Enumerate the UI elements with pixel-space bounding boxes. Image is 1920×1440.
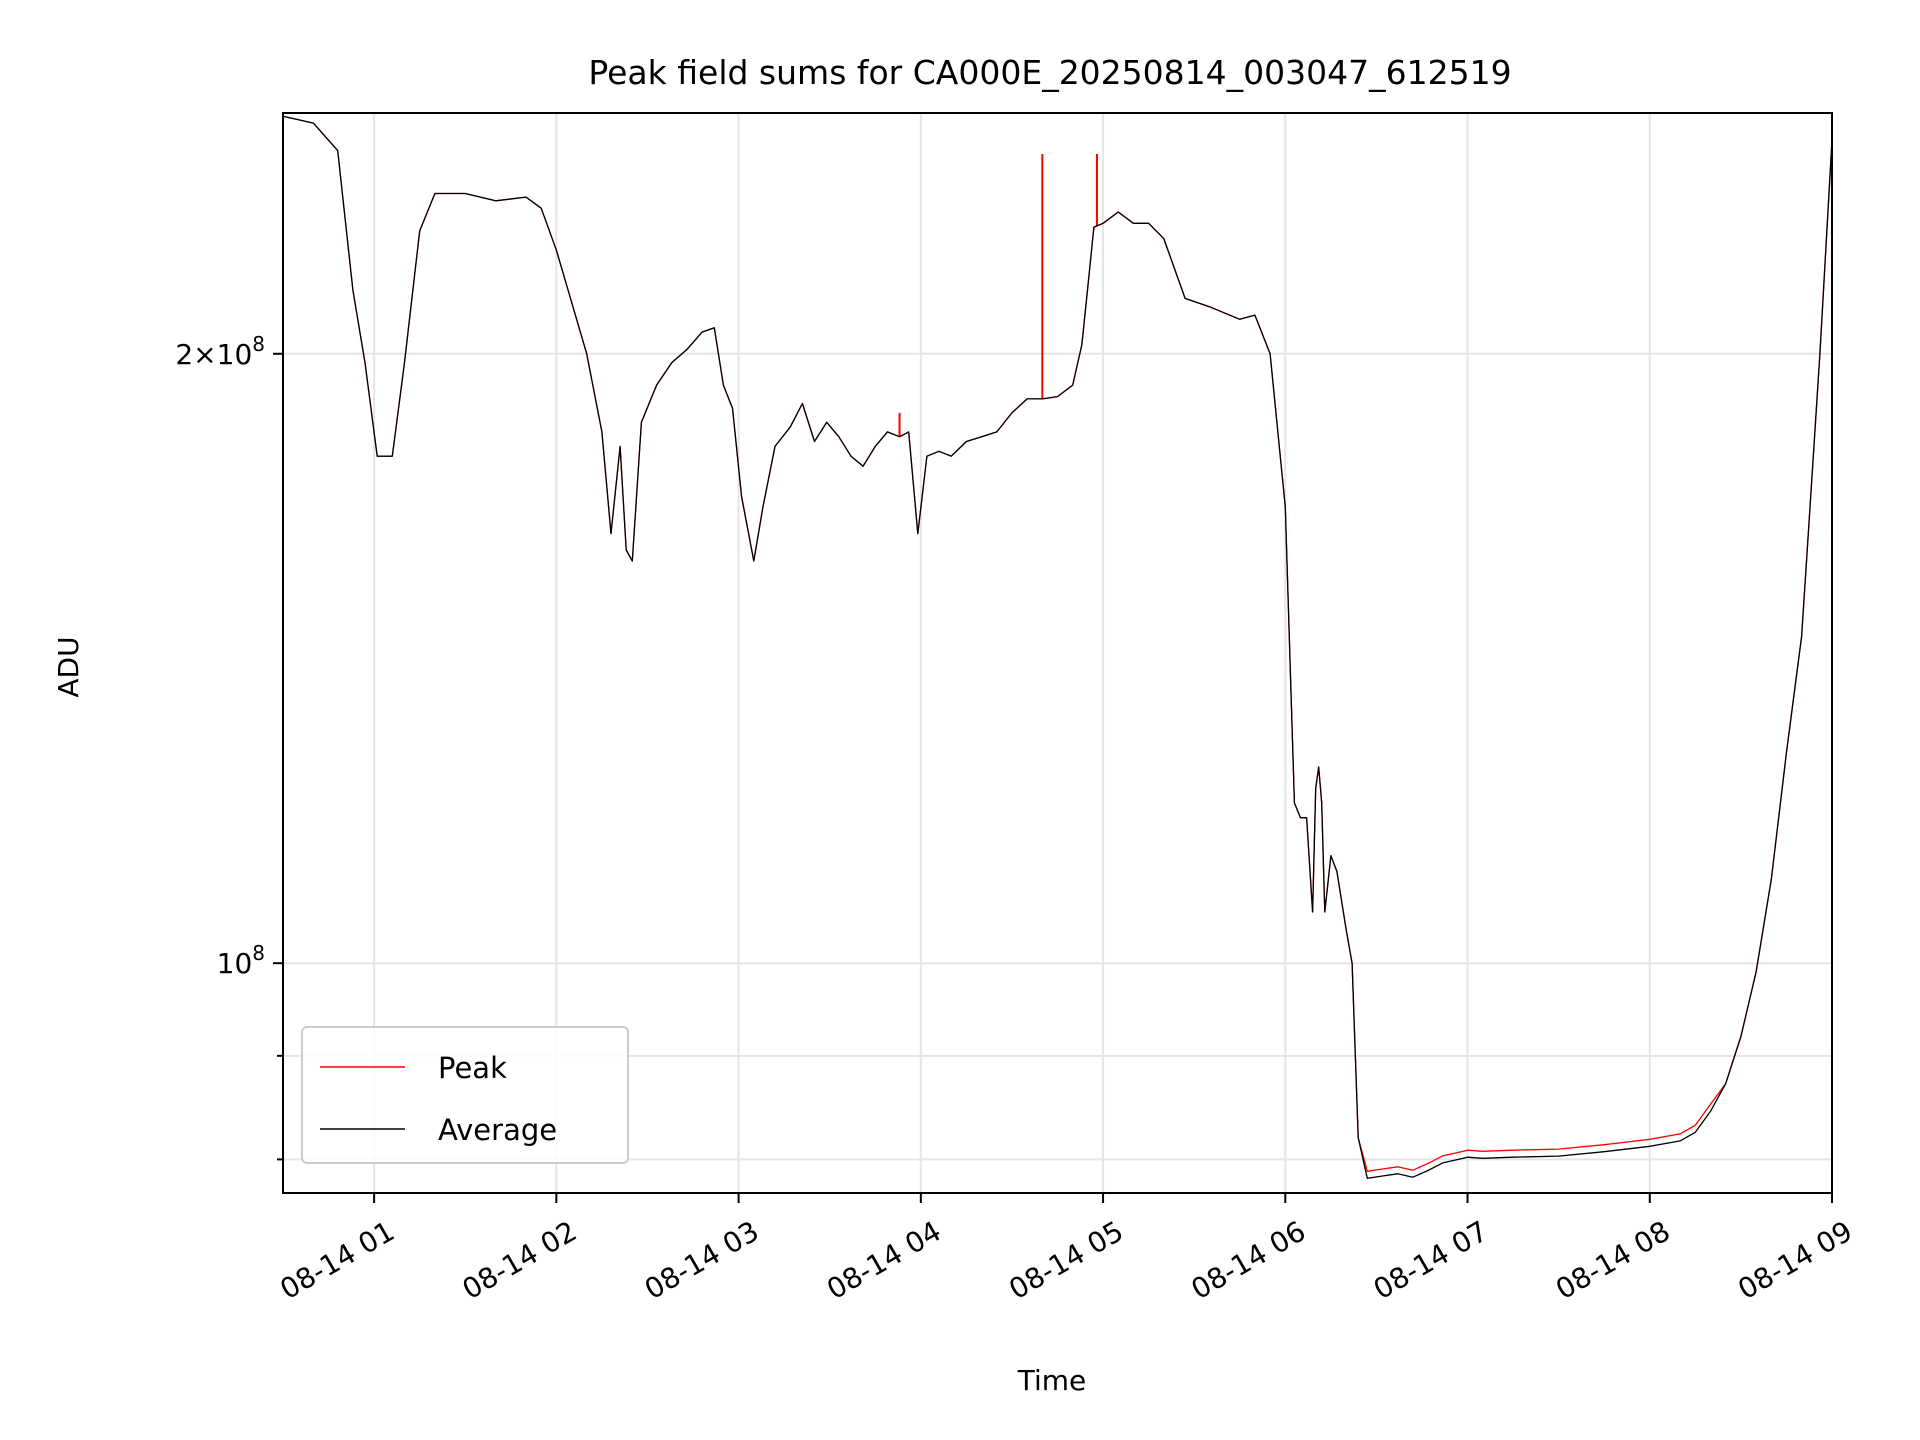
legend-label-peak: Peak: [438, 1051, 507, 1085]
axes-frame: [282, 112, 1833, 1194]
y-tick-label-base: 10: [217, 947, 253, 980]
legend: Peak Average: [301, 1026, 629, 1164]
chart-title: Peak field sums for CA000E_20250814_0030…: [588, 53, 1511, 92]
series-line-average: [282, 115, 1833, 1179]
y-tick-label: 2×108: [175, 332, 265, 371]
y-tick-label: 108: [217, 941, 265, 980]
y-tick-label-base: 2×10: [175, 338, 252, 371]
x-axis-label: Time: [1017, 1364, 1087, 1397]
legend-label-average: Average: [438, 1113, 557, 1147]
y-tick-label-exponent: 8: [252, 941, 265, 965]
y-axis-label: ADU: [52, 636, 85, 697]
y-tick-label-exponent: 8: [252, 332, 265, 356]
series-layer: [282, 115, 1833, 1179]
